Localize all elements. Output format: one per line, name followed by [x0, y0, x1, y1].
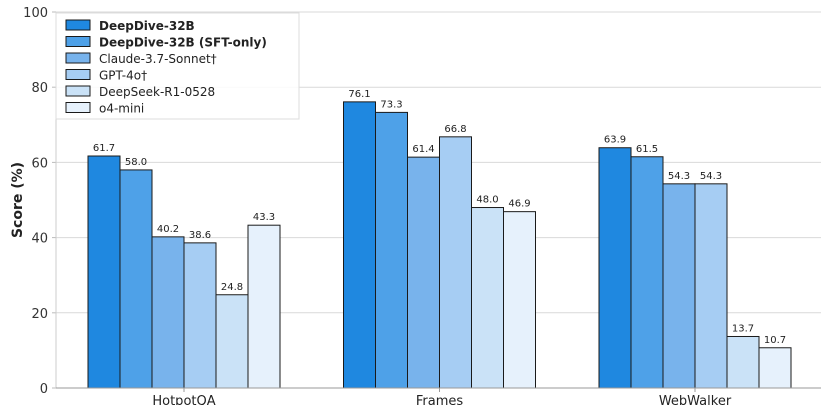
bar	[439, 136, 472, 389]
y-tick-label: 60	[31, 156, 48, 171]
y-tick-label: 80	[31, 81, 48, 96]
bar-value-label: 61.7	[93, 143, 115, 154]
bar	[598, 147, 632, 389]
bar	[183, 242, 217, 389]
legend-swatch	[65, 52, 91, 64]
bar-value-label: 54.3	[668, 171, 690, 182]
bar	[758, 347, 792, 389]
bar	[247, 224, 281, 389]
y-axis-label: Score (%)	[10, 162, 26, 238]
y-tick-label: 0	[40, 382, 48, 397]
bar	[726, 335, 760, 389]
bar-value-label: 58.0	[125, 157, 147, 168]
bar-value-label: 13.7	[732, 323, 754, 334]
legend-swatch	[65, 69, 91, 80]
bar-value-label: 43.3	[253, 212, 275, 223]
bar	[375, 111, 408, 389]
bar-value-label: 10.7	[764, 335, 786, 346]
legend-label: Claude-3.7-Sonnet†	[99, 52, 217, 66]
bar	[630, 156, 664, 389]
bar	[407, 156, 440, 389]
bar-value-label: 48.0	[476, 195, 498, 206]
bar-value-label: 61.5	[636, 144, 658, 155]
bar-value-label: 24.8	[221, 282, 243, 293]
x-tick-label: HotpotQA	[152, 394, 215, 405]
x-tick-label: WebWalker	[659, 394, 732, 405]
bar-value-label: 54.3	[700, 171, 722, 182]
bar	[662, 183, 696, 389]
legend: DeepDive-32B DeepDive-32B (SFT-only) Claud…	[55, 12, 300, 120]
legend-swatch	[65, 19, 91, 31]
bar	[343, 101, 376, 389]
bar-value-label: 66.8	[444, 124, 466, 135]
bar	[119, 169, 153, 389]
legend-swatch	[65, 36, 91, 47]
legend-label: GPT-4o†	[99, 69, 147, 83]
legend-label: DeepDive-32B	[99, 19, 195, 33]
legend-label: o4-mini	[99, 102, 144, 116]
legend-swatch	[65, 102, 91, 113]
x-tick-label: Frames	[416, 394, 464, 405]
legend-swatch	[65, 85, 91, 97]
bar-value-label: 63.9	[604, 135, 626, 146]
bar-value-label: 73.3	[380, 99, 402, 110]
bar	[87, 155, 121, 389]
legend-frame	[55, 12, 300, 120]
bar	[471, 207, 504, 389]
bar	[215, 294, 249, 389]
y-tick-label: 40	[31, 232, 48, 247]
bar	[151, 236, 185, 389]
bar	[503, 211, 536, 389]
legend-label: DeepSeek-R1-0528	[99, 85, 215, 99]
y-tick-label: 20	[31, 307, 48, 322]
bar-value-label: 61.4	[412, 144, 434, 155]
bar-value-label: 38.6	[189, 230, 211, 241]
bar-value-label: 76.1	[348, 89, 370, 100]
y-tick-label: 100	[23, 6, 48, 21]
bar-value-label: 40.2	[157, 224, 179, 235]
bar-value-label: 46.9	[508, 199, 530, 210]
bar	[694, 183, 728, 389]
legend-label: DeepDive-32B (SFT-only)	[99, 36, 267, 50]
